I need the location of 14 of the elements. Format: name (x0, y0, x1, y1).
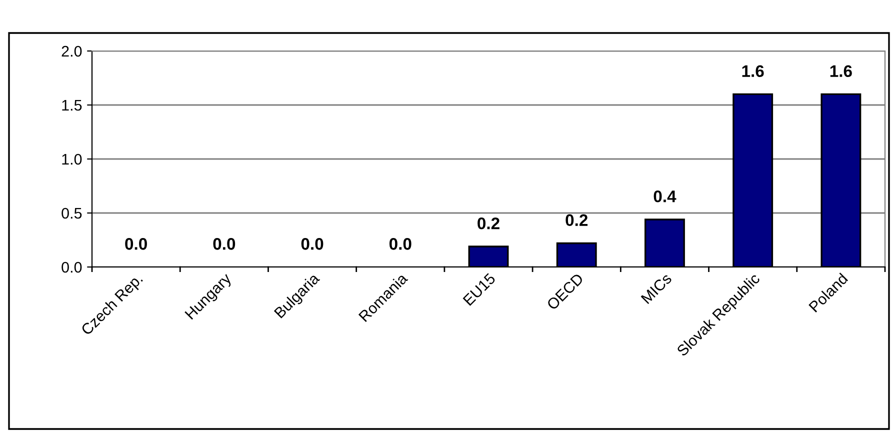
data-label: 0.0 (389, 238, 412, 250)
data-label: 0.0 (125, 238, 147, 250)
y-tick-label: 1.0 (62, 154, 82, 165)
y-tick-label: 0.0 (62, 262, 82, 273)
data-label: 1.6 (830, 65, 852, 78)
data-label: 0.2 (478, 217, 500, 230)
data-label: 0.4 (654, 190, 676, 202)
data-label: 1.6 (742, 65, 764, 78)
y-tick-label: 1.5 (62, 100, 82, 111)
data-label: 0.0 (213, 238, 236, 250)
y-tick-label: 2.0 (62, 46, 82, 57)
y-tick-label: 0.5 (62, 208, 82, 219)
data-label: 0.2 (566, 214, 588, 226)
data-label: 0.0 (301, 238, 324, 250)
